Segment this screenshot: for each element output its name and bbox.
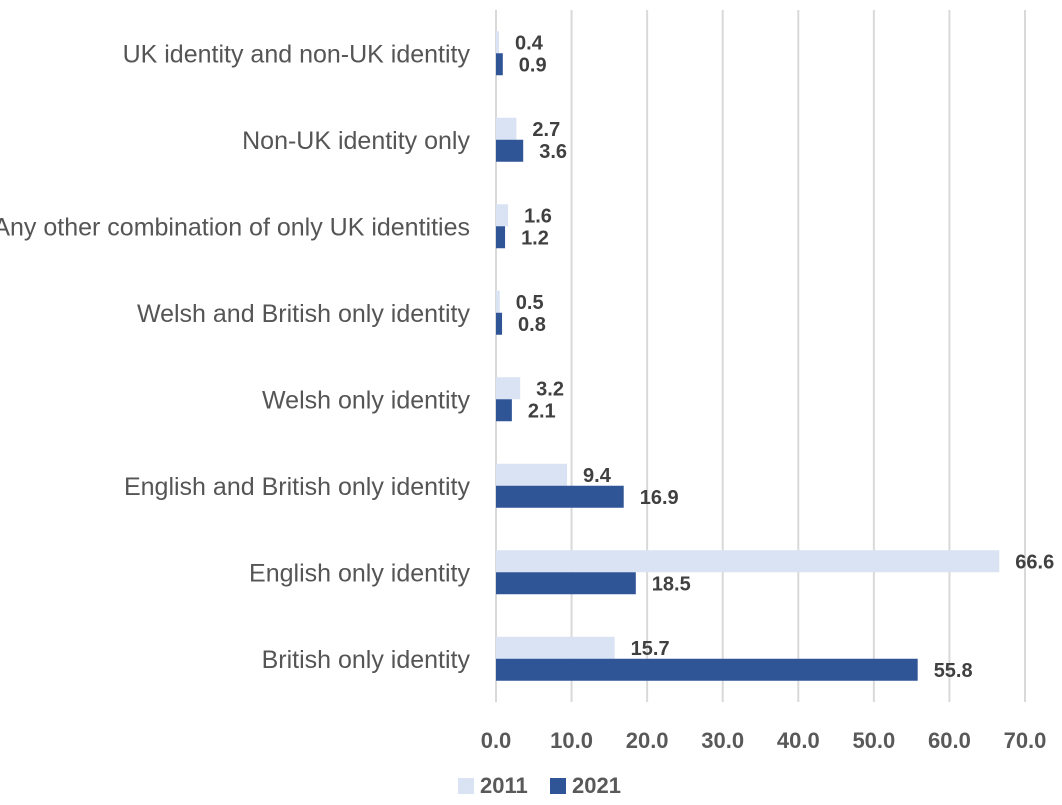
x-tick-label: 50.0: [852, 728, 895, 753]
data-label-2011: 9.4: [583, 465, 612, 487]
data-label-2021: 16.9: [640, 487, 679, 509]
x-tick-label: 10.0: [550, 728, 593, 753]
data-label-2021: 3.6: [539, 141, 567, 163]
category-label: UK identity and non-UK identity: [123, 40, 471, 68]
bar-2011: [496, 117, 517, 140]
category-label: Welsh and British only identity: [137, 300, 471, 328]
bar-2021: [496, 658, 918, 681]
data-label-2021: 0.8: [518, 314, 546, 336]
bar-2021: [496, 226, 506, 249]
category-label: British only identity: [262, 646, 471, 674]
data-label-2011: 3.2: [536, 378, 564, 400]
bars: [496, 31, 1000, 681]
data-labels: 0.40.9 2.73.6 1.61.2 0.50.8 3.22.1 9.4 16.9 66.…: [515, 32, 1054, 682]
category-label: Any other combination of only UK identit…: [0, 213, 470, 241]
bar-2021: [496, 485, 624, 508]
bar-2011: [496, 550, 1000, 573]
x-axis-tick-labels: 0.0 10.0 20.0 30.0 40.0 50.0 60.0 70.0: [481, 728, 1047, 753]
category-label: English and British only identity: [124, 473, 471, 501]
category-label: English only identity: [249, 559, 470, 587]
data-label-2011: 15.7: [631, 638, 670, 660]
data-label-2011: 66.6: [1015, 551, 1054, 573]
gridlines: [495, 10, 1026, 702]
x-tick-label: 60.0: [928, 728, 971, 753]
legend-label-2021: 2021: [572, 773, 621, 798]
x-tick-label: 0.0: [481, 728, 512, 753]
data-label-2011: 0.5: [516, 292, 544, 314]
category-label: Non-UK identity only: [242, 127, 470, 155]
x-tick-label: 70.0: [1004, 728, 1047, 753]
bar-2021: [496, 572, 636, 595]
legend-label-2011: 2011: [480, 773, 528, 798]
data-label-2021: 0.9: [519, 54, 547, 76]
data-label-2011: 2.7: [532, 119, 560, 141]
data-label-2011: 0.4: [515, 32, 544, 54]
bar-2021: [496, 399, 512, 422]
legend-swatch-2021: [550, 778, 566, 794]
category-labels: UK identity and non-UK identity Non-UK id…: [0, 40, 470, 674]
x-tick-label: 20.0: [626, 728, 669, 753]
x-tick-label: 30.0: [701, 728, 744, 753]
data-label-2011: 1.6: [524, 205, 552, 227]
bar-2021: [496, 139, 524, 162]
data-label-2021: 1.2: [521, 227, 549, 249]
x-tick-label: 40.0: [777, 728, 820, 753]
bar-2011: [496, 290, 500, 313]
bar-2021: [496, 53, 503, 76]
bar-2011: [496, 463, 568, 486]
bar-2011: [496, 636, 615, 659]
data-label-2021: 55.8: [934, 660, 973, 682]
legend-swatch-2011: [458, 778, 474, 794]
bar-2011: [496, 377, 521, 400]
bar-2011: [496, 204, 509, 227]
data-label-2021: 2.1: [528, 400, 556, 422]
bar-2021: [496, 312, 503, 335]
data-label-2021: 18.5: [652, 573, 691, 595]
bar-2011: [496, 31, 500, 54]
category-label: Welsh only identity: [262, 386, 470, 414]
legend: 2011 2021: [458, 773, 621, 798]
